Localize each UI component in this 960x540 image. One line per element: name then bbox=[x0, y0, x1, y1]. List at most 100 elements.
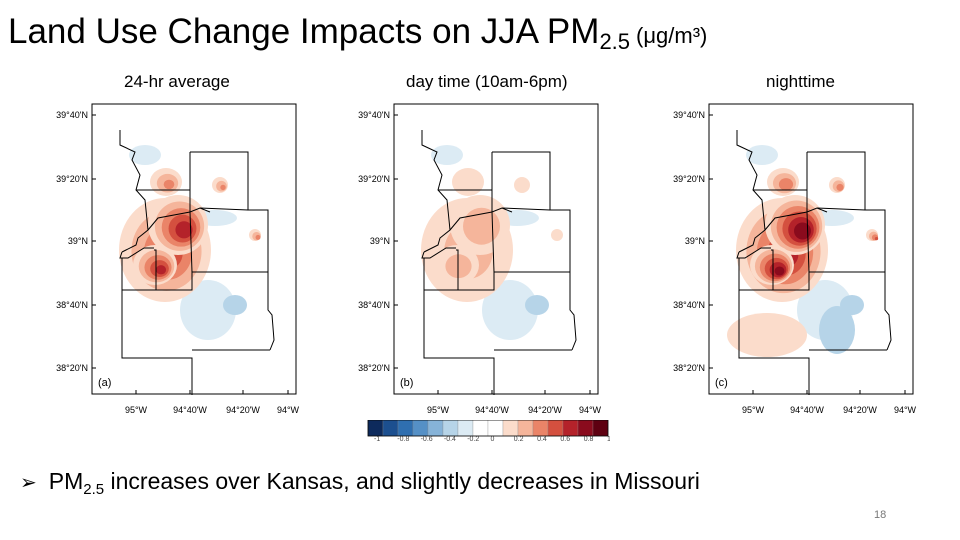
lon-tick-label: 94°20'W bbox=[226, 405, 260, 415]
lat-tick-label: 39°N bbox=[685, 236, 705, 246]
map-panel-b: 39°40'N 39°20'N 39°N 38°40'N 38°20'N 95°W 94°4… bbox=[342, 100, 602, 420]
boundary-line bbox=[421, 247, 456, 259]
bullet-text: increases over Kansas, and slightly decr… bbox=[104, 468, 700, 494]
slide-title: Land Use Change Impacts on JJA PM2.5 (μg/… bbox=[8, 14, 707, 53]
anomaly-contour bbox=[793, 222, 812, 240]
anomaly-contour bbox=[778, 178, 794, 191]
panel-a-heading: 24-hr average bbox=[124, 72, 230, 91]
lon-tick-label: 94°40'W bbox=[475, 405, 509, 415]
lon-tick-label: 95°W bbox=[427, 405, 450, 415]
lat-tick-label: 38°20'N bbox=[56, 363, 88, 373]
boundary-line bbox=[199, 207, 249, 211]
boundary-line bbox=[119, 247, 154, 259]
colorbar-label: -0.2 bbox=[467, 436, 479, 442]
boundary-line bbox=[154, 249, 275, 351]
colorbar-swatch bbox=[367, 419, 384, 437]
boundary-line bbox=[421, 130, 451, 253]
anomaly-contour bbox=[163, 179, 175, 190]
boundary-line bbox=[771, 249, 892, 351]
colorbar-label: 0.8 bbox=[584, 436, 594, 442]
page-number: 18 bbox=[874, 509, 887, 521]
colorbar-swatch bbox=[382, 419, 399, 437]
anomaly-shading bbox=[119, 145, 261, 340]
colorbar-label: 0.2 bbox=[514, 436, 524, 442]
anomaly-patch bbox=[431, 145, 463, 165]
anomaly-contour bbox=[551, 229, 563, 241]
lat-tick-label: 39°40'N bbox=[673, 110, 705, 120]
title-subscript: 2.5 bbox=[599, 29, 631, 54]
colorbar-label: 1 bbox=[607, 436, 610, 442]
colorbar-svg: -1 -0.8 -0.6 -0.4 -0.2 0 0.2 0.4 0.6 0.8 1 bbox=[367, 419, 611, 443]
anomaly-contour bbox=[836, 183, 844, 191]
anomaly-patch bbox=[482, 280, 538, 340]
colorbar-swatch bbox=[487, 419, 504, 437]
boundary-line bbox=[119, 130, 149, 253]
plot-frame bbox=[91, 103, 297, 395]
colorbar-swatch bbox=[592, 419, 609, 437]
lat-tick-label: 39°N bbox=[370, 236, 390, 246]
county-boundaries bbox=[119, 130, 275, 395]
lat-tick-label: 38°40'N bbox=[56, 300, 88, 310]
colorbar-swatch bbox=[442, 419, 459, 437]
map-panel-c: 39°40'N 39°20'N 39°N 38°40'N 38°20'N 95°W 94°4… bbox=[657, 100, 917, 420]
anomaly-contour bbox=[155, 265, 167, 275]
colorbar-swatch bbox=[517, 419, 534, 437]
anomaly-patch bbox=[819, 306, 855, 354]
colorbar-label: -1 bbox=[374, 436, 380, 442]
map-svg: 39°40'N 39°20'N 39°N 38°40'N 38°20'N 95°W 94°4… bbox=[673, 103, 917, 415]
lon-tick-label: 94°40'W bbox=[790, 405, 824, 415]
colorbar-swatch bbox=[427, 419, 444, 437]
lat-tick-label: 39°20'N bbox=[358, 174, 390, 184]
lon-tick-label: 94°W bbox=[579, 405, 602, 415]
lat-tick-label: 38°20'N bbox=[673, 363, 705, 373]
lat-tick-label: 38°40'N bbox=[673, 300, 705, 310]
lat-tick-label: 38°20'N bbox=[358, 363, 390, 373]
anomaly-patch bbox=[129, 145, 161, 165]
lat-tick-label: 38°40'N bbox=[358, 300, 390, 310]
anomaly-contour bbox=[874, 236, 879, 241]
anomaly-patch bbox=[223, 295, 247, 315]
panel-label: (c) bbox=[715, 377, 728, 389]
anomaly-patch bbox=[180, 280, 236, 340]
colorbar-label: 0.4 bbox=[537, 436, 547, 442]
colorbar-label: -0.8 bbox=[397, 436, 409, 442]
colorbar-swatch bbox=[577, 419, 594, 437]
colorbar-frame bbox=[367, 419, 609, 437]
lon-tick-label: 94°20'W bbox=[843, 405, 877, 415]
county-boundaries bbox=[736, 130, 892, 395]
anomaly-contour bbox=[774, 266, 785, 276]
colorbar-label: 0 bbox=[491, 436, 495, 442]
boundary-line bbox=[806, 211, 810, 273]
map-svg: 39°40'N 39°20'N 39°N 38°40'N 38°20'N 95°W 94°4… bbox=[56, 103, 300, 415]
lon-tick-label: 95°W bbox=[742, 405, 765, 415]
boundary-line bbox=[491, 211, 495, 273]
panel-label: (a) bbox=[98, 377, 111, 389]
boundary-line bbox=[121, 258, 193, 395]
boundary-line bbox=[816, 207, 866, 211]
title-unit: (μg/m³) bbox=[636, 23, 708, 48]
lon-tick-label: 94°W bbox=[277, 405, 300, 415]
anomaly-patch bbox=[727, 313, 807, 357]
colorbar: -1 -0.8 -0.6 -0.4 -0.2 0 0.2 0.4 0.6 0.8 1 bbox=[366, 419, 611, 447]
anomaly-contour bbox=[452, 168, 484, 196]
anomaly-contour bbox=[462, 207, 501, 245]
anomaly-shading bbox=[727, 145, 879, 357]
anomaly-contour bbox=[220, 184, 226, 191]
anomaly-patch bbox=[525, 295, 549, 315]
colorbar-swatch bbox=[502, 419, 519, 437]
lat-tick-label: 39°40'N bbox=[56, 110, 88, 120]
panel-label: (b) bbox=[400, 377, 413, 389]
lat-tick-label: 39°N bbox=[68, 236, 88, 246]
colorbar-label: -0.6 bbox=[421, 436, 433, 442]
lat-tick-label: 39°40'N bbox=[358, 110, 390, 120]
colorbar-swatch bbox=[547, 419, 564, 437]
map-panel-a: 39°40'N 39°20'N 39°N 38°40'N 38°20'N 95°W 94°4… bbox=[40, 100, 300, 420]
panel-c-heading: nighttime bbox=[766, 72, 835, 91]
boundary-line bbox=[189, 211, 193, 273]
colorbar-swatch bbox=[532, 419, 549, 437]
anomaly-contour bbox=[514, 177, 530, 193]
lat-tick-label: 39°20'N bbox=[673, 174, 705, 184]
boundary-line bbox=[423, 258, 495, 395]
bullet-arrow-icon: ➢ bbox=[20, 472, 37, 494]
plot-frame bbox=[708, 103, 914, 395]
